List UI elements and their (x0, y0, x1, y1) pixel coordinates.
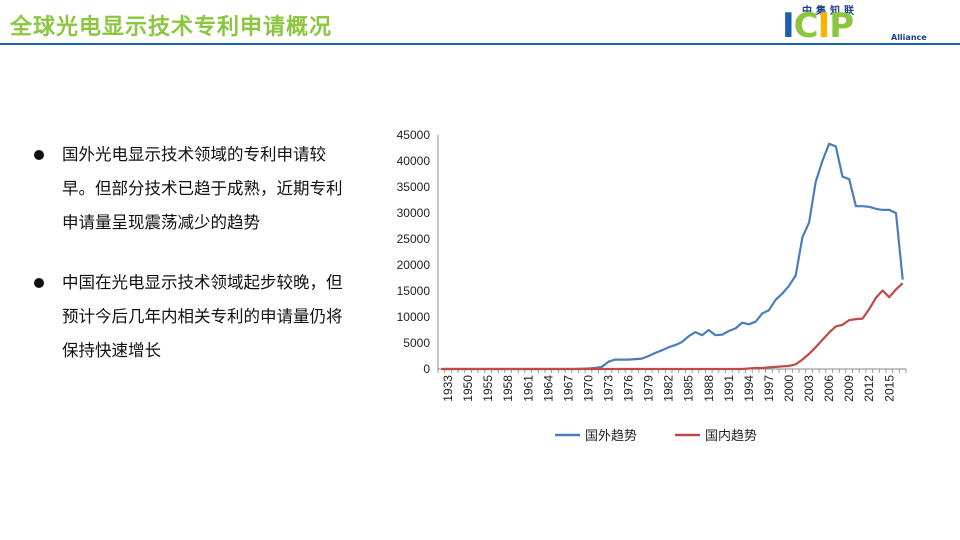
x-tick-label: 1988 (702, 375, 716, 402)
y-tick-label: 5000 (403, 336, 430, 350)
y-tick-label: 45000 (397, 128, 431, 142)
title-divider (0, 43, 960, 45)
slide-title: 全球光电显示技术专利申请概况 (10, 15, 333, 40)
logo-alliance-text: Alliance (891, 33, 927, 42)
x-tick-label: 1967 (561, 375, 575, 402)
x-tick-label: 1994 (742, 375, 756, 402)
x-tick-label: 1973 (601, 375, 615, 402)
logo-letter-c: C (793, 6, 819, 46)
x-tick-label: 2000 (782, 375, 796, 402)
y-tick-label: 0 (423, 362, 430, 376)
x-tick-label: 2009 (842, 375, 856, 402)
logo-letter-i2: I (817, 6, 831, 46)
x-tick-label: 1982 (662, 375, 676, 402)
x-tick-label: 1976 (622, 375, 636, 402)
series-line-foreign (441, 142, 904, 371)
bullet-list: 国外光电显示技术领域的专利申请较早。但部分技术已趋于成熟，近期专利申请量呈现震荡… (34, 138, 344, 394)
x-tick-label: 2003 (802, 375, 816, 402)
bullet-item: 中国在光电显示技术领域起步较晚，但预计今后几年内相关专利的申请量仍将保持快速增长 (34, 266, 344, 368)
logo-letters: ICIP (782, 6, 854, 46)
logo: 中集知联 ICIP Alliance (782, 2, 940, 44)
y-tick-label: 10000 (397, 310, 431, 324)
bullet-text: 中国在光电显示技术领域起步较晚，但预计今后几年内相关专利的申请量仍将保持快速增长 (62, 273, 343, 360)
patent-trend-chart: 0 5000 10000 15000 20000 25000 30000 35000 40000… (397, 128, 907, 444)
y-tick-label: 20000 (397, 258, 431, 272)
x-tick-label: 2012 (862, 375, 876, 402)
y-tick-label: 15000 (397, 284, 431, 298)
y-tick-label: 30000 (397, 206, 431, 220)
logo-letter-i1: I (782, 6, 795, 46)
x-tick-label: 1950 (461, 375, 475, 402)
x-tick-label: 1958 (501, 375, 515, 402)
x-tick-label: 2015 (882, 375, 896, 402)
x-tick-label: 1970 (581, 375, 595, 402)
x-tick-label: 1964 (541, 375, 555, 402)
y-tick-label: 25000 (397, 232, 431, 246)
logo-letter-p: P (829, 6, 854, 46)
bullet-dot-icon (34, 278, 44, 288)
x-tick-label: 1979 (642, 375, 656, 402)
x-tick-label: 1991 (722, 375, 736, 402)
y-tick-label: 40000 (397, 154, 431, 168)
logo-chinese-text: 中集知联 (802, 6, 858, 17)
y-tick-label: 35000 (397, 180, 431, 194)
x-tick-label: 1997 (762, 375, 776, 402)
x-tick-label: 1961 (521, 375, 535, 402)
bullet-text: 国外光电显示技术领域的专利申请较早。但部分技术已趋于成熟，近期专利申请量呈现震荡… (62, 145, 343, 232)
series-line-domestic (441, 282, 904, 371)
x-tick-label: 2006 (822, 375, 836, 402)
x-tick-label: 1985 (682, 375, 696, 402)
legend-label: 国外趋势 (585, 428, 637, 444)
bullet-item: 国外光电显示技术领域的专利申请较早。但部分技术已趋于成熟，近期专利申请量呈现震荡… (34, 138, 344, 240)
x-tick-label: 1933 (441, 375, 455, 402)
x-tick-label: 1955 (481, 375, 495, 402)
bullet-dot-icon (34, 150, 44, 160)
legend-label: 国内趋势 (705, 428, 757, 444)
